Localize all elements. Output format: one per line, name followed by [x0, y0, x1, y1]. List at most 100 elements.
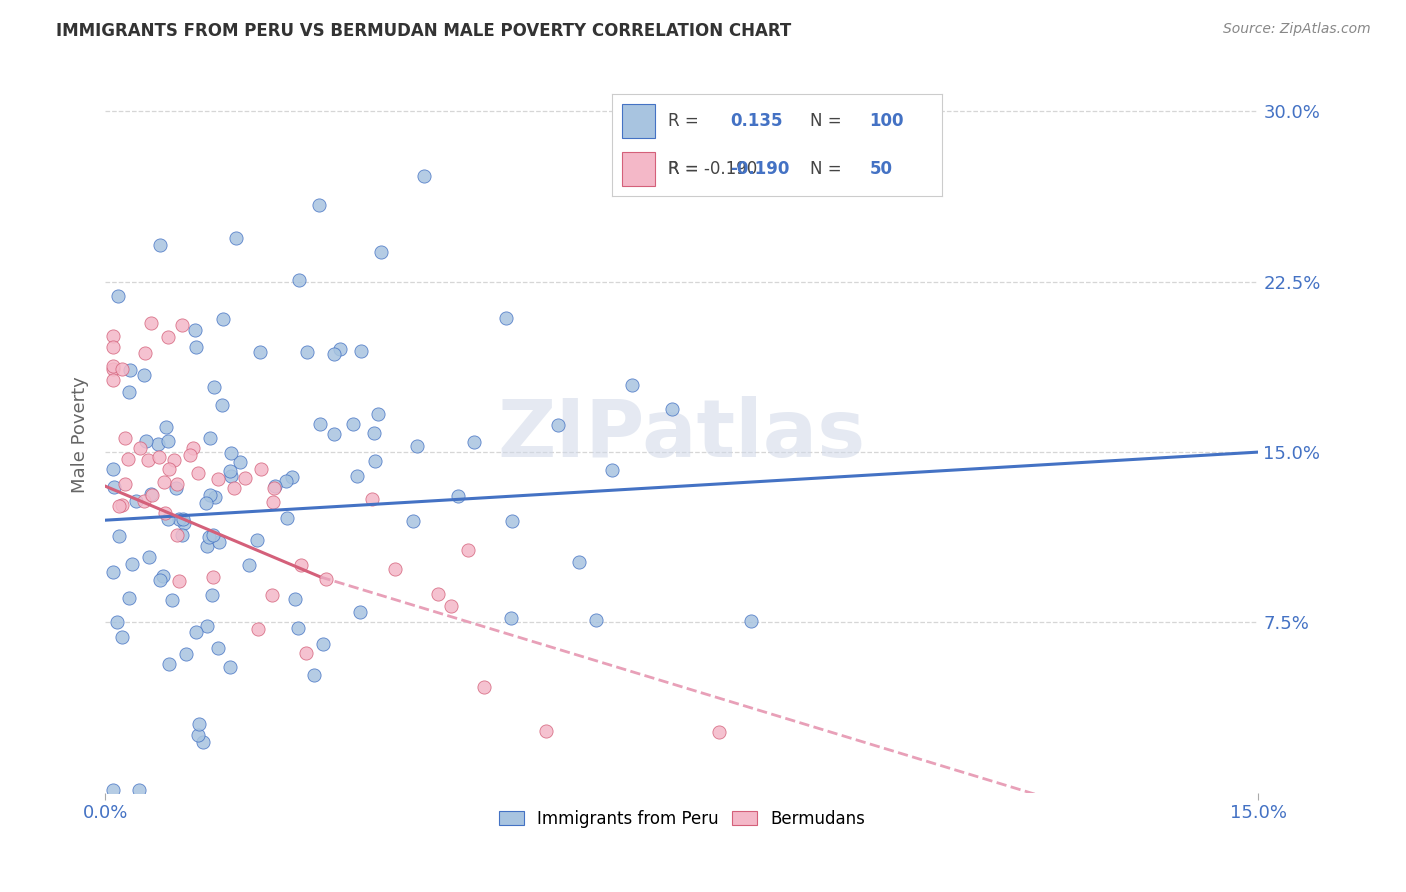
- Legend: Immigrants from Peru, Bermudans: Immigrants from Peru, Bermudans: [492, 803, 872, 834]
- Point: [172, 511, 194, 525]
- Point: [440, 599, 463, 613]
- Point: [146, 437, 169, 451]
- Point: [191, 735, 214, 749]
- Point: [350, 344, 373, 359]
- Point: [585, 613, 607, 627]
- Point: [198, 431, 221, 445]
- Point: [201, 588, 224, 602]
- Point: [129, 442, 152, 456]
- Point: [152, 569, 174, 583]
- Point: [172, 527, 194, 541]
- Point: [222, 481, 245, 495]
- Point: [287, 621, 309, 635]
- Point: [184, 323, 207, 337]
- Point: [198, 530, 221, 544]
- Point: [101, 362, 124, 376]
- Point: [427, 587, 450, 601]
- Point: [249, 462, 271, 476]
- Point: [246, 622, 269, 636]
- Point: [111, 498, 134, 512]
- Point: [311, 637, 333, 651]
- Point: [463, 434, 485, 449]
- Point: [346, 469, 368, 483]
- Text: R =: R =: [668, 160, 699, 178]
- Point: [281, 470, 304, 484]
- Point: [101, 783, 124, 797]
- Point: [208, 534, 231, 549]
- Text: 0.135: 0.135: [731, 112, 783, 130]
- Text: -0.190: -0.190: [731, 160, 790, 178]
- Point: [173, 516, 195, 531]
- Point: [207, 472, 229, 486]
- Point: [342, 417, 364, 431]
- Point: [204, 490, 226, 504]
- Point: [308, 198, 330, 212]
- Point: [322, 346, 344, 360]
- Point: [302, 668, 325, 682]
- Point: [105, 615, 128, 629]
- Point: [163, 452, 186, 467]
- Point: [661, 402, 683, 417]
- Point: [405, 438, 427, 452]
- Point: [120, 362, 142, 376]
- Point: [132, 494, 155, 508]
- Point: [110, 631, 132, 645]
- Bar: [621, 104, 655, 137]
- Text: R = -0.190: R = -0.190: [668, 160, 756, 178]
- Y-axis label: Male Poverty: Male Poverty: [72, 376, 89, 493]
- Point: [402, 514, 425, 528]
- Point: [233, 470, 256, 484]
- Point: [139, 316, 162, 330]
- Point: [225, 231, 247, 245]
- Point: [568, 555, 591, 569]
- Point: [134, 345, 156, 359]
- Point: [179, 448, 201, 462]
- Point: [181, 441, 204, 455]
- Point: [367, 407, 389, 421]
- Point: [195, 619, 218, 633]
- Point: [384, 562, 406, 576]
- Point: [238, 558, 260, 572]
- Point: [166, 528, 188, 542]
- Text: R =: R =: [668, 112, 699, 130]
- Point: [160, 593, 183, 607]
- Point: [262, 495, 284, 509]
- Point: [349, 605, 371, 619]
- Point: [156, 329, 179, 343]
- Point: [153, 475, 176, 489]
- Point: [260, 588, 283, 602]
- Point: [157, 461, 180, 475]
- Point: [246, 533, 269, 548]
- Point: [128, 783, 150, 797]
- Point: [288, 273, 311, 287]
- Point: [534, 723, 557, 738]
- Point: [219, 445, 242, 459]
- Point: [155, 506, 177, 520]
- Point: [499, 611, 522, 625]
- Point: [295, 646, 318, 660]
- Point: [107, 289, 129, 303]
- Point: [295, 345, 318, 359]
- Point: [370, 244, 392, 259]
- Point: [276, 511, 298, 525]
- Point: [108, 499, 131, 513]
- Text: Source: ZipAtlas.com: Source: ZipAtlas.com: [1223, 22, 1371, 37]
- Point: [709, 724, 731, 739]
- Point: [219, 659, 242, 673]
- Point: [149, 238, 172, 252]
- Point: [165, 481, 187, 495]
- Point: [263, 481, 285, 495]
- Point: [135, 434, 157, 448]
- Point: [184, 340, 207, 354]
- Point: [264, 478, 287, 492]
- Point: [101, 329, 124, 343]
- Point: [204, 380, 226, 394]
- Point: [117, 452, 139, 467]
- Point: [101, 461, 124, 475]
- Point: [170, 318, 193, 332]
- Point: [111, 361, 134, 376]
- Point: [309, 417, 332, 432]
- Point: [118, 385, 141, 400]
- Point: [194, 496, 217, 510]
- Text: ZIPatlas: ZIPatlas: [498, 396, 866, 474]
